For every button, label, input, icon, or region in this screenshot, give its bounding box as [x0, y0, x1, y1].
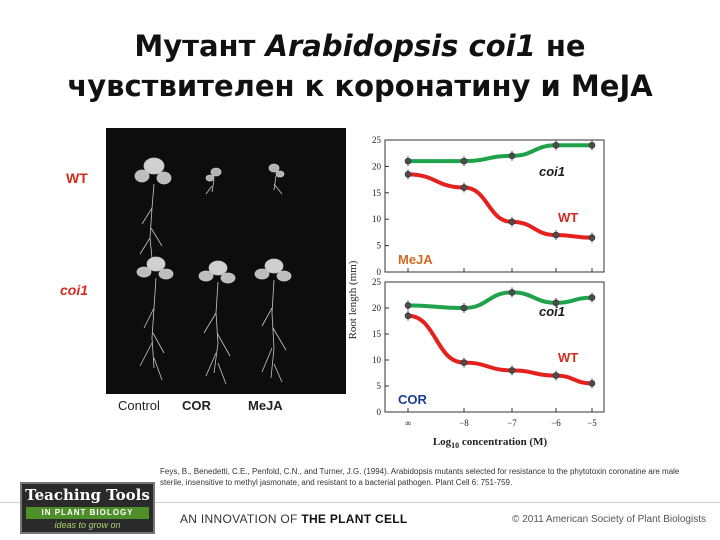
y-tick-label: 5	[377, 241, 382, 251]
seedling-illustration	[134, 157, 292, 385]
label-wt-top: WT	[558, 210, 579, 225]
label-wt-bottom: WT	[558, 350, 579, 365]
x-tick-label: −5	[587, 418, 597, 428]
data-point-coi1-top	[508, 152, 516, 160]
data-point-coi1-top	[460, 157, 468, 165]
seedling-wt-control	[134, 157, 172, 259]
seedling-photo	[106, 128, 346, 394]
data-point-coi1-bottom	[404, 302, 412, 309]
x-tick-label: −7	[507, 418, 517, 428]
title-part2: не	[535, 29, 586, 63]
logo-subtitle: IN PLANT BIOLOGY	[26, 507, 149, 519]
data-point-wt-top	[588, 234, 596, 241]
y-tick-label: 20	[372, 303, 382, 313]
data-point-coi1-top	[588, 141, 596, 149]
x-tick-label: −8	[459, 418, 469, 428]
data-point-wt-bottom	[460, 359, 468, 366]
teaching-tools-logo: Teaching Tools IN PLANT BIOLOGY ideas to…	[20, 482, 155, 534]
copyright: © 2011 American Society of Plant Biologi…	[512, 514, 706, 525]
innovation-text: AN INNOVATION OF THE PLANT CELL	[180, 512, 408, 526]
label-control: Control	[118, 398, 160, 413]
seedling-coi1-meja	[254, 258, 292, 383]
data-point-wt-top	[508, 218, 516, 226]
data-point-coi1-bottom	[508, 289, 516, 296]
data-point-coi1-top	[552, 141, 560, 149]
x-axis-label: Log10 concentration (M)	[433, 436, 548, 450]
x-axis-label-prefix: Log	[433, 436, 452, 448]
slide-title: Мутант Arabidopsis coi1 не чувствителен …	[0, 26, 720, 106]
series-line-coi1-top	[406, 143, 594, 164]
data-point-coi1-bottom	[588, 294, 596, 301]
label-meja: MeJA	[248, 398, 283, 413]
x-tick-label: −6	[551, 418, 561, 428]
seedling-coi1-cor	[198, 260, 236, 385]
seedling-wt-meja	[268, 163, 285, 195]
label-coi1-top: coi1	[539, 164, 566, 179]
y-tick-label: 0	[377, 267, 382, 277]
seedling-coi1-control	[136, 256, 174, 381]
seedling-wt-cor	[205, 167, 222, 195]
data-point-wt-bottom	[508, 367, 516, 374]
title-part1: Мутант	[134, 29, 266, 63]
y-tick-label: 20	[372, 161, 382, 171]
innovation-prefix: AN INNOVATION OF	[180, 512, 302, 526]
data-point-wt-top	[404, 171, 412, 178]
y-tick-label: 25	[372, 135, 382, 145]
footer-divider	[0, 502, 720, 503]
citation: Feys, B., Benedetti, C.E., Penfold, C.N.…	[160, 467, 680, 487]
data-point-wt-bottom	[552, 372, 560, 379]
x-tick-label: ∞	[405, 418, 411, 428]
annotation-cor: COR	[398, 392, 427, 407]
y-axis-label: Root length (mm)	[347, 260, 359, 339]
x-axis-label-suffix: concentration (M)	[459, 436, 547, 448]
data-point-wt-bottom	[404, 312, 412, 320]
y-tick-label: 10	[372, 214, 382, 224]
logo-tagline: ideas to grow on	[54, 520, 121, 530]
y-tick-label: 5	[377, 381, 382, 391]
title-italic: Arabidopsis coi1	[265, 29, 536, 63]
title-line2: чувствителен к коронатину и MeJA	[67, 69, 653, 103]
series-line-wt-top	[406, 172, 594, 240]
y-tick-label: 10	[372, 355, 382, 365]
data-point-coi1-top	[404, 157, 412, 165]
data-point-wt-top	[552, 231, 560, 239]
data-point-wt-top	[460, 184, 468, 191]
data-point-coi1-bottom	[460, 304, 468, 312]
label-cor: COR	[182, 398, 211, 413]
data-point-wt-bottom	[588, 380, 596, 387]
y-tick-label: 25	[372, 277, 382, 287]
logo-title: Teaching Tools	[25, 486, 150, 504]
y-tick-label: 15	[372, 188, 382, 198]
x-axis-label-sub: 10	[451, 441, 459, 450]
y-tick-label: 15	[372, 329, 382, 339]
side-label-wt: WT	[66, 170, 88, 186]
side-label-coi1: coi1	[60, 282, 89, 298]
y-tick-label: 0	[377, 407, 382, 417]
label-coi1-bottom: coi1	[539, 304, 566, 319]
annotation-meja: MeJA	[398, 252, 433, 267]
innovation-journal: THE PLANT CELL	[301, 512, 408, 526]
